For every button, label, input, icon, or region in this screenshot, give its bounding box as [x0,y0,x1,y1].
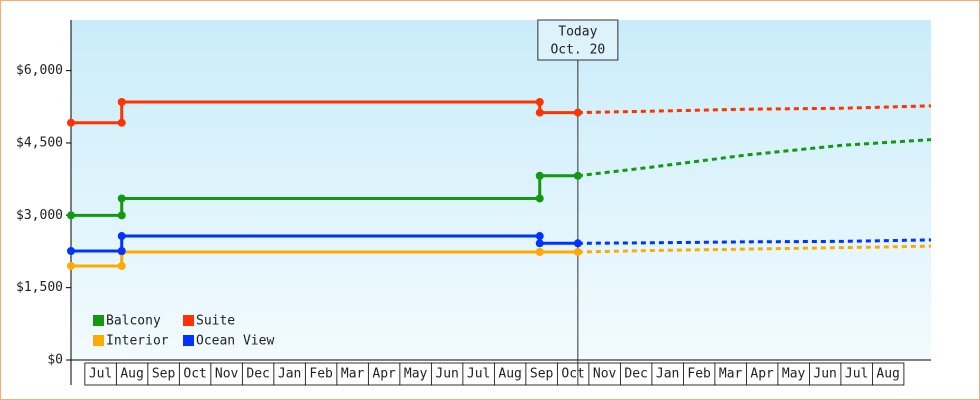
x-tick-label: Dec [624,367,647,382]
price-line [71,234,578,253]
price-point [67,261,75,270]
x-tick-label: May [404,367,428,382]
y-tick-label: $6,000 [16,63,63,78]
price-point [573,239,582,248]
forecast-line [577,104,932,115]
month-box [872,362,905,386]
x-tick-label: Jun [813,367,836,382]
legend-swatch [93,335,104,346]
price-point [117,232,126,241]
x-tick-label: May [782,367,806,382]
price-point [117,247,126,256]
price-point [117,118,126,127]
price-point [535,239,544,248]
today-date: Oct. 20 [550,43,605,58]
legend-swatch [183,315,194,326]
x-tick-label: Oct [561,367,584,382]
forecast-line [577,138,932,178]
price-point [117,194,126,203]
price-point [535,97,544,106]
price-point [535,171,544,180]
today-box [537,19,619,61]
forecast-line [577,244,932,254]
x-tick-label: Jun [435,367,458,382]
x-tick-label: Mar [341,367,365,382]
x-tick-label: Aug [498,367,521,382]
price-point [535,247,544,256]
price-point [573,171,582,180]
x-tick-label: Jul [845,367,868,382]
price-point [535,108,544,117]
legend-label: Suite [196,314,235,329]
forecast-line [577,238,932,245]
price-point [573,247,582,256]
x-tick-label: Aug [876,367,899,382]
price-line [71,100,578,125]
today-label: Today [558,25,597,40]
x-tick-label: Sep [530,367,554,382]
x-tick-label: Nov [215,367,239,382]
price-point [67,118,75,127]
y-tick-label: $1,500 [16,280,63,295]
x-tick-label: Nov [593,367,617,382]
price-line [71,174,578,217]
legend-swatch [93,315,104,326]
price-point [535,232,544,241]
price-point [117,97,126,106]
price-point [117,211,126,220]
y-tick-label: $0 [47,353,63,368]
x-tick-label: Apr [372,367,396,382]
x-tick-label: Feb [309,367,333,382]
x-tick-label: Jul [467,367,490,382]
x-tick-label: Jan [278,367,301,382]
x-tick-label: Dec [246,367,269,382]
price-point [535,194,544,203]
legend-label: Interior [106,334,169,349]
price-point [67,247,75,256]
legend-swatch [183,335,194,346]
price-point [117,261,126,270]
legend-label: Ocean View [196,334,274,349]
x-tick-label: Aug [120,367,143,382]
price-point [573,108,582,117]
y-tick-label: $3,000 [16,208,63,223]
price-point [67,211,75,220]
legend-label: Balcony [106,314,161,329]
x-tick-label: Jul [89,367,112,382]
x-tick-label: Oct [183,367,206,382]
x-tick-label: Apr [750,367,774,382]
x-tick-label: Feb [687,367,711,382]
plot-area [71,20,931,360]
x-tick-label: Sep [152,367,176,382]
y-tick-label: $4,500 [16,135,63,150]
x-tick-label: Mar [719,367,743,382]
x-tick-label: Jan [656,367,679,382]
